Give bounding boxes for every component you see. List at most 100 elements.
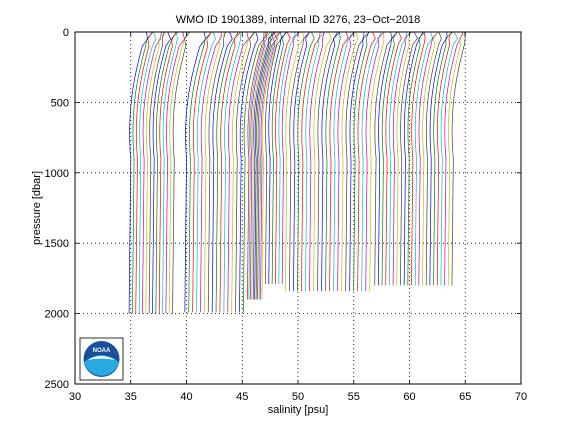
profile-line xyxy=(392,31,412,286)
profile-line xyxy=(196,31,216,313)
profile-line xyxy=(429,32,448,286)
profile-line xyxy=(285,31,305,292)
profile-line xyxy=(231,31,255,313)
profile-line xyxy=(204,31,227,313)
profile-line xyxy=(152,31,171,314)
profile-line xyxy=(258,31,281,300)
y-axis-label: pressure [dbar] xyxy=(31,171,43,245)
x-axis-label: salinity [psu] xyxy=(268,404,329,416)
profile-line xyxy=(207,31,226,313)
chart-title: WMO ID 1901389, internal ID 3276, 23−Oct… xyxy=(176,14,421,26)
x-tick-label: 40 xyxy=(180,391,192,403)
profile-line xyxy=(235,31,255,313)
profile-line xyxy=(444,31,464,286)
profile-line xyxy=(341,31,359,292)
profile-line xyxy=(353,31,370,292)
profile-line xyxy=(321,31,341,292)
profile-line xyxy=(165,31,185,314)
profile-line xyxy=(337,31,355,292)
grid xyxy=(75,32,521,384)
profile-line xyxy=(293,31,310,292)
profile-line xyxy=(414,31,433,286)
profile-line xyxy=(361,31,382,292)
profile-line xyxy=(278,31,296,285)
x-tick-label: 50 xyxy=(292,391,304,403)
profile-line xyxy=(447,31,467,286)
profile-line xyxy=(325,31,341,292)
profile-line xyxy=(211,31,233,313)
x-tick-label: 35 xyxy=(125,391,137,403)
y-tick-label: 2500 xyxy=(45,379,69,391)
profile-line xyxy=(400,31,418,286)
y-tick-label: 1000 xyxy=(45,168,69,180)
profile-line xyxy=(257,31,278,300)
profile-line xyxy=(168,31,191,314)
salinity-profiles xyxy=(128,31,467,314)
profile-line xyxy=(200,31,222,313)
profile-line xyxy=(289,31,311,292)
logo-bird xyxy=(88,356,115,360)
profile-line xyxy=(254,31,276,300)
profile-line xyxy=(223,31,241,313)
y-tick-label: 2000 xyxy=(45,309,69,321)
profile-line xyxy=(252,31,274,300)
profile-line xyxy=(155,31,177,314)
profile-line xyxy=(451,31,466,286)
profile-line xyxy=(248,31,271,300)
y-axis-ticks: 0 500 1000 1500 2000 2500 xyxy=(45,27,521,391)
profile-line xyxy=(313,31,333,292)
logo-text: NOAA xyxy=(93,348,111,354)
profile-line xyxy=(215,31,239,313)
x-tick-label: 60 xyxy=(403,391,415,403)
profile-line xyxy=(389,31,408,286)
profile-line xyxy=(251,31,270,300)
profile-line xyxy=(268,31,288,284)
profile-line xyxy=(378,31,398,286)
profile-line xyxy=(145,31,167,314)
x-tick-label: 30 xyxy=(69,391,81,403)
profile-line xyxy=(403,31,424,286)
profile-line xyxy=(365,31,385,292)
profile-line xyxy=(381,31,398,286)
profile-line xyxy=(301,31,321,292)
profile-line xyxy=(247,31,268,300)
x-tick-label: 65 xyxy=(459,391,471,403)
profile-line xyxy=(261,31,278,300)
profile-line xyxy=(345,31,365,292)
profile-line xyxy=(184,31,206,313)
profile-line xyxy=(138,31,157,314)
profile-line xyxy=(433,31,453,286)
profile-line xyxy=(158,31,179,314)
profile-line xyxy=(309,31,325,292)
profile-line xyxy=(132,31,154,314)
profile-line xyxy=(369,31,385,292)
profile-line xyxy=(135,31,153,314)
profile-line xyxy=(418,31,439,286)
profile-line xyxy=(142,31,162,314)
profile-line xyxy=(407,31,426,286)
plot-area xyxy=(74,31,522,385)
profile-line xyxy=(128,31,148,314)
profile-line xyxy=(281,31,300,284)
profile-line xyxy=(188,31,212,313)
profile-line xyxy=(317,31,338,292)
x-tick-label: 55 xyxy=(348,391,360,403)
profile-line xyxy=(219,31,242,313)
profile-line xyxy=(265,31,283,285)
profile-line xyxy=(275,31,291,284)
profile-line xyxy=(239,31,259,313)
x-tick-label: 45 xyxy=(236,391,248,403)
profile-line xyxy=(243,31,265,313)
y-tick-label: 0 xyxy=(63,27,69,39)
x-axis-ticks: 30 35 40 45 50 55 60 65 70 xyxy=(69,32,527,403)
profile-line xyxy=(162,31,178,314)
profile-line xyxy=(436,31,452,286)
profile-line xyxy=(305,31,326,292)
profile-line xyxy=(385,31,402,286)
profile-line xyxy=(329,31,349,292)
profile-line xyxy=(396,31,411,286)
y-tick-label: 1500 xyxy=(45,238,69,250)
profile-line xyxy=(255,31,273,300)
profile-line xyxy=(271,31,287,285)
